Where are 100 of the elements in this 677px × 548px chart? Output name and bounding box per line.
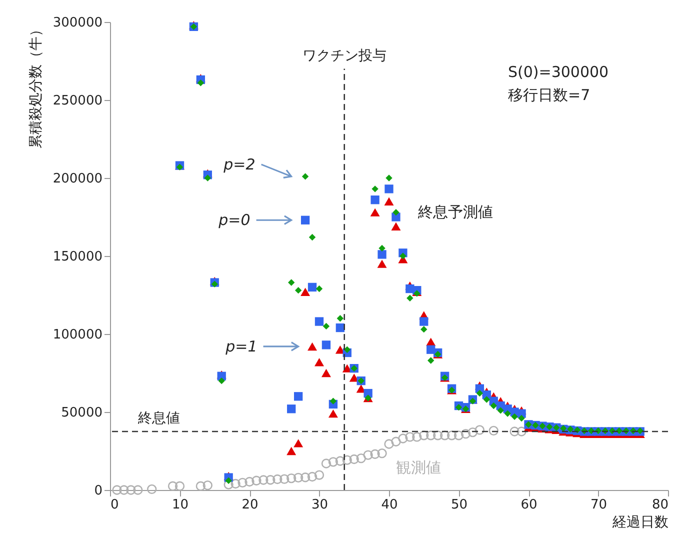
point xyxy=(386,174,392,182)
point xyxy=(272,474,282,484)
point xyxy=(280,474,290,484)
x-tick-label: 40 xyxy=(381,498,398,512)
point xyxy=(510,426,520,436)
point xyxy=(392,208,400,216)
ref-line-label: 終息値 xyxy=(137,410,180,426)
point xyxy=(427,357,434,364)
point xyxy=(244,476,254,487)
point xyxy=(300,288,310,296)
point xyxy=(378,244,386,252)
point xyxy=(321,458,332,468)
point xyxy=(378,250,386,259)
point xyxy=(314,358,324,366)
x-tick-label: 20 xyxy=(242,498,258,512)
point xyxy=(308,234,316,241)
y-tick-label: 50000 xyxy=(61,406,102,420)
point xyxy=(356,454,366,464)
point xyxy=(316,285,323,292)
point xyxy=(455,404,462,411)
point xyxy=(258,475,268,485)
point xyxy=(391,436,401,446)
point xyxy=(398,434,408,444)
point xyxy=(286,473,296,484)
point xyxy=(406,294,414,302)
point xyxy=(344,346,351,353)
point xyxy=(497,407,504,414)
point xyxy=(391,222,401,230)
point xyxy=(196,481,206,491)
point xyxy=(516,426,526,436)
series-label: 観測値 xyxy=(396,458,441,477)
point xyxy=(147,484,157,494)
y-tick-label: 100000 xyxy=(52,328,102,342)
point xyxy=(119,485,129,495)
point xyxy=(218,377,225,384)
point xyxy=(405,432,415,442)
point xyxy=(419,430,429,440)
point xyxy=(197,79,204,86)
point xyxy=(211,280,218,288)
point xyxy=(414,290,420,297)
point xyxy=(469,398,476,404)
point xyxy=(440,430,450,440)
point xyxy=(474,425,485,435)
x-tick-label: 60 xyxy=(520,498,538,512)
annotation: 移行日数=7 xyxy=(508,86,590,104)
point xyxy=(168,481,178,491)
point xyxy=(412,432,422,442)
point xyxy=(335,456,346,466)
point xyxy=(294,392,303,401)
annotation: S(0)=300000 xyxy=(508,63,609,81)
series-label: p=1 xyxy=(224,337,258,356)
y-tick-label: 200000 xyxy=(52,172,102,186)
x-tick-label: 30 xyxy=(311,498,328,512)
point xyxy=(363,450,373,460)
point xyxy=(384,439,394,449)
text: p=0 xyxy=(218,211,250,230)
point xyxy=(384,197,394,206)
point xyxy=(454,430,464,440)
point xyxy=(176,164,184,170)
point xyxy=(420,317,428,326)
point xyxy=(490,402,497,410)
point xyxy=(126,485,136,495)
point xyxy=(308,282,317,292)
x-tick-label: 70 xyxy=(590,498,608,512)
point xyxy=(370,196,380,204)
x-tick-label: 10 xyxy=(172,498,189,512)
y-tick-label: 250000 xyxy=(52,94,102,108)
point xyxy=(133,485,143,495)
point xyxy=(504,410,511,417)
point xyxy=(266,475,276,485)
point xyxy=(286,446,296,456)
point xyxy=(372,186,378,192)
point xyxy=(483,396,490,403)
point xyxy=(321,368,331,378)
point xyxy=(294,439,304,448)
point xyxy=(225,477,232,484)
y-tick-label: 150000 xyxy=(52,250,102,264)
point xyxy=(314,470,324,480)
x-axis-title: 経過日数 xyxy=(612,514,668,530)
point xyxy=(432,430,443,440)
point xyxy=(349,454,359,464)
point xyxy=(308,342,318,351)
point xyxy=(426,430,436,440)
point xyxy=(342,455,352,465)
y-tick-label: 0 xyxy=(94,484,102,498)
point xyxy=(174,481,185,491)
point xyxy=(322,322,330,330)
point xyxy=(204,174,212,182)
point xyxy=(287,404,296,414)
point xyxy=(328,457,338,467)
point xyxy=(476,390,484,397)
point xyxy=(330,398,337,404)
series-label: p=2 xyxy=(222,155,256,174)
point xyxy=(377,260,387,268)
point xyxy=(328,409,338,418)
point xyxy=(518,414,525,422)
point xyxy=(302,173,309,180)
x-tick-label: 80 xyxy=(652,498,668,512)
point xyxy=(488,426,498,436)
point xyxy=(252,476,262,486)
